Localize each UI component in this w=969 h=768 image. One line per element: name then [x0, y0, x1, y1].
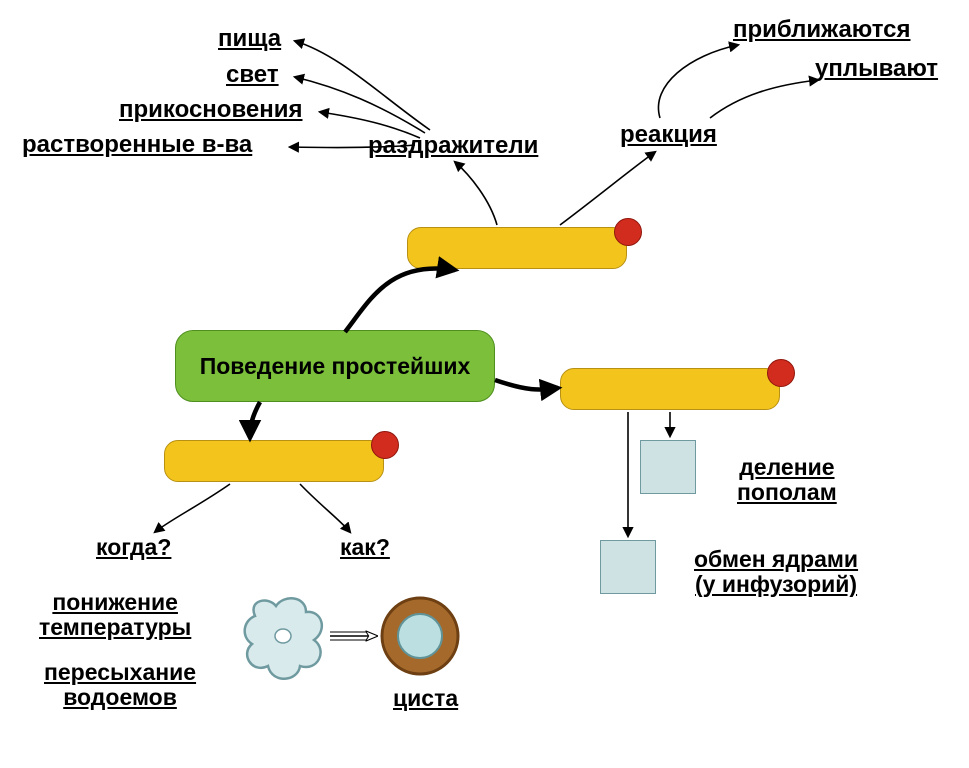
label-priblizhayutsya: приближаются [733, 17, 910, 43]
arrow-bottomnode-to-kak [300, 484, 350, 532]
arrow-central-to-top [345, 268, 455, 332]
yellow-node-right[interactable] [560, 368, 780, 410]
blue-square-bottom[interactable] [600, 540, 656, 594]
arrow-topnode-to-reakciya [560, 152, 655, 225]
central-node-label: Поведение простейших [200, 353, 471, 380]
arrow-central-to-bottom [250, 402, 260, 438]
label-cista: циста [393, 686, 458, 711]
red-dot-bottom [371, 431, 399, 459]
label-ponizhenie: понижение температуры [39, 590, 191, 641]
label-kak: как? [340, 535, 390, 560]
label-pisha: пища [218, 26, 281, 52]
arrow-reakciya-to-priblizh [658, 45, 738, 118]
label-kogda: когда? [96, 535, 171, 560]
label-prikosnoveniya: прикосновения [119, 97, 303, 123]
diagram-stage: Поведение простейших пища свет прикоснов… [0, 0, 969, 768]
label-obmen-yadrami: обмен ядрами (у инфузорий) [694, 547, 858, 598]
arrow-razdr-to-pisha [295, 41, 430, 130]
cyst-icon [382, 598, 458, 674]
yellow-node-bottom[interactable] [164, 440, 384, 482]
blue-square-top[interactable] [640, 440, 696, 494]
amoeba-icon [245, 598, 322, 678]
arrow-bottomnode-to-kogda [155, 484, 230, 532]
label-rastvorennye: растворенные в-ва [22, 132, 252, 158]
red-dot-top [614, 218, 642, 246]
arrow-topnode-to-razdrazhiteli [455, 162, 497, 225]
arrow-central-to-right [495, 380, 558, 390]
central-node[interactable]: Поведение простейших [175, 330, 495, 402]
label-svet: свет [226, 62, 279, 88]
yellow-node-top[interactable] [407, 227, 627, 269]
arrow-razdr-to-svet [295, 77, 425, 133]
arrow-amoeba-to-cyst [330, 632, 376, 640]
label-reakciya: реакция [620, 122, 717, 148]
label-razdrazhiteli: раздражители [368, 133, 538, 159]
label-delenie-popolam: деление пополам [737, 455, 837, 506]
red-dot-right [767, 359, 795, 387]
label-peresykhanie: пересыхание водоемов [44, 660, 196, 711]
label-uplyvayut: уплывают [815, 56, 938, 82]
arrow-reakciya-to-uplyvayut [710, 80, 818, 118]
